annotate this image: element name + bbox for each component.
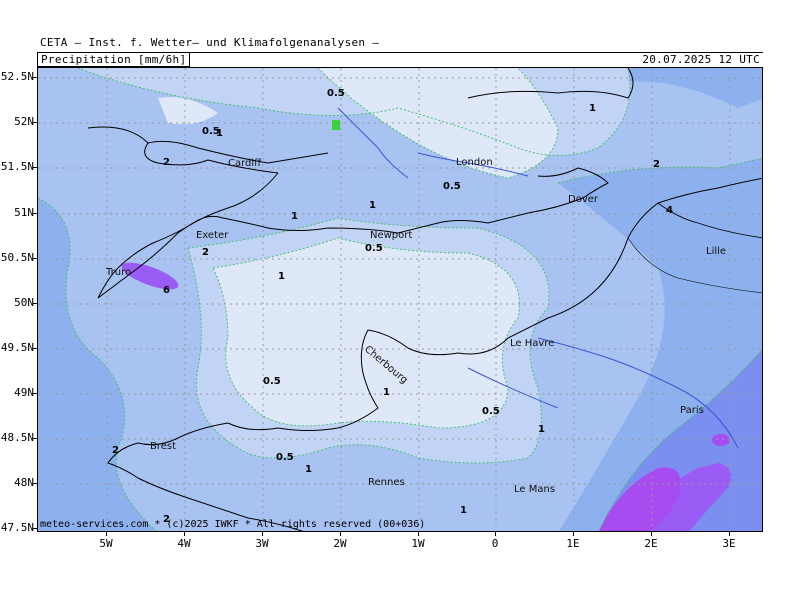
contour-label: 0.5 (276, 452, 294, 463)
contour-label: 6 (163, 285, 170, 296)
city-label: Le Havre (510, 338, 554, 349)
contour-label: 0.5 (482, 406, 500, 417)
field-level-8 (712, 434, 730, 446)
lat-tick (33, 483, 37, 484)
field-below-05 (158, 97, 218, 125)
contour-label: 4 (666, 205, 673, 216)
valid-time: 20.07.2025 12 UTC (642, 53, 760, 66)
contour-label: 1 (278, 271, 285, 282)
city-label: London (456, 157, 493, 168)
lon-label: 5W (99, 537, 113, 550)
contour-label: 1 (369, 200, 376, 211)
city-label: Exeter (196, 230, 229, 241)
contour-lines (38, 68, 762, 531)
contour-label: 1 (383, 387, 390, 398)
lon-tick (106, 532, 107, 536)
map-title: CETA – Inst. f. Wetter– und Klimafolgena… (40, 36, 380, 49)
contour-label: 1 (460, 505, 467, 516)
contour-label: 0.5 (327, 88, 345, 99)
contour-label: 1 (305, 464, 312, 475)
contour-label: 1 (291, 211, 298, 222)
lat-label: 49N (14, 386, 34, 399)
contour-label: 2 (653, 159, 660, 170)
coastlines (87, 68, 762, 531)
lon-label: 2W (333, 537, 347, 550)
lon-label: 4W (177, 537, 191, 550)
city-label: Rennes (368, 477, 405, 488)
lon-label: 2E (644, 537, 658, 550)
green-marker (332, 120, 340, 130)
lon-label: 3E (722, 537, 736, 550)
lat-label: 52N (14, 115, 34, 128)
lat-tick (33, 528, 37, 529)
graticule (38, 68, 762, 531)
lat-label: 50N (14, 296, 34, 309)
lat-label: 48.5N (0, 431, 34, 444)
field-level-8 (598, 467, 681, 531)
header-divider (37, 52, 763, 53)
contour-label: 1 (538, 424, 545, 435)
lat-label: 51N (14, 206, 34, 219)
contour-label: 2 (112, 445, 119, 456)
city-label: Newport (370, 230, 412, 241)
precipitation-map[interactable]: Cardiff London Dover Exeter Newport Trur… (38, 68, 763, 532)
lon-label: 0 (491, 537, 499, 550)
lat-tick (33, 258, 37, 259)
lon-tick (495, 532, 496, 536)
contour-label: 0.5 (263, 376, 281, 387)
rivers (337, 107, 739, 449)
lon-tick (573, 532, 574, 536)
lat-label: 51.5N (0, 160, 34, 173)
city-label: Truro (105, 267, 131, 278)
field-below-05 (318, 68, 558, 178)
lon-tick (184, 532, 185, 536)
lon-label: 3W (255, 537, 269, 550)
lat-tick (33, 438, 37, 439)
lon-label: 1W (411, 537, 425, 550)
lon-tick (340, 532, 341, 536)
contour-label: 1 (589, 103, 596, 114)
city-label: Le Mans (514, 484, 555, 495)
city-label: Lille (706, 246, 726, 257)
lat-tick (33, 167, 37, 168)
contour-label: 0.5 (202, 126, 220, 137)
field-level-2 (38, 198, 156, 531)
lat-tick (33, 77, 37, 78)
lat-tick (33, 213, 37, 214)
city-label: Brest (150, 441, 176, 452)
lat-label: 47.5N (0, 521, 34, 534)
lat-tick (33, 348, 37, 349)
lat-label: 48N (14, 476, 34, 489)
lon-tick (729, 532, 730, 536)
lon-tick (651, 532, 652, 536)
contour-label: 2 (163, 514, 170, 525)
map-panel[interactable]: Cardiff London Dover Exeter Newport Trur… (37, 67, 763, 532)
contour-label: 2 (163, 157, 170, 168)
city-label: Paris (680, 405, 704, 416)
city-label: Dover (568, 194, 599, 205)
lat-label: 50.5N (0, 251, 34, 264)
parameter-label: Precipitation [mm/6h] (37, 53, 191, 67)
lat-label: 52.5N (0, 70, 34, 83)
lat-tick (33, 122, 37, 123)
city-label: Cardiff (228, 158, 262, 169)
contour-label: 0.5 (443, 181, 461, 192)
lat-label: 49.5N (0, 341, 34, 354)
lat-tick (33, 303, 37, 304)
lat-tick (33, 393, 37, 394)
contour-label: 2 (202, 247, 209, 258)
lon-tick (418, 532, 419, 536)
lon-label: 1E (566, 537, 580, 550)
contour-label: 0.5 (365, 243, 383, 254)
contour-label: 1 (216, 128, 223, 139)
copyright-text: meteo-services.com * (c)2025 IWKF * All … (40, 519, 426, 530)
lon-tick (262, 532, 263, 536)
